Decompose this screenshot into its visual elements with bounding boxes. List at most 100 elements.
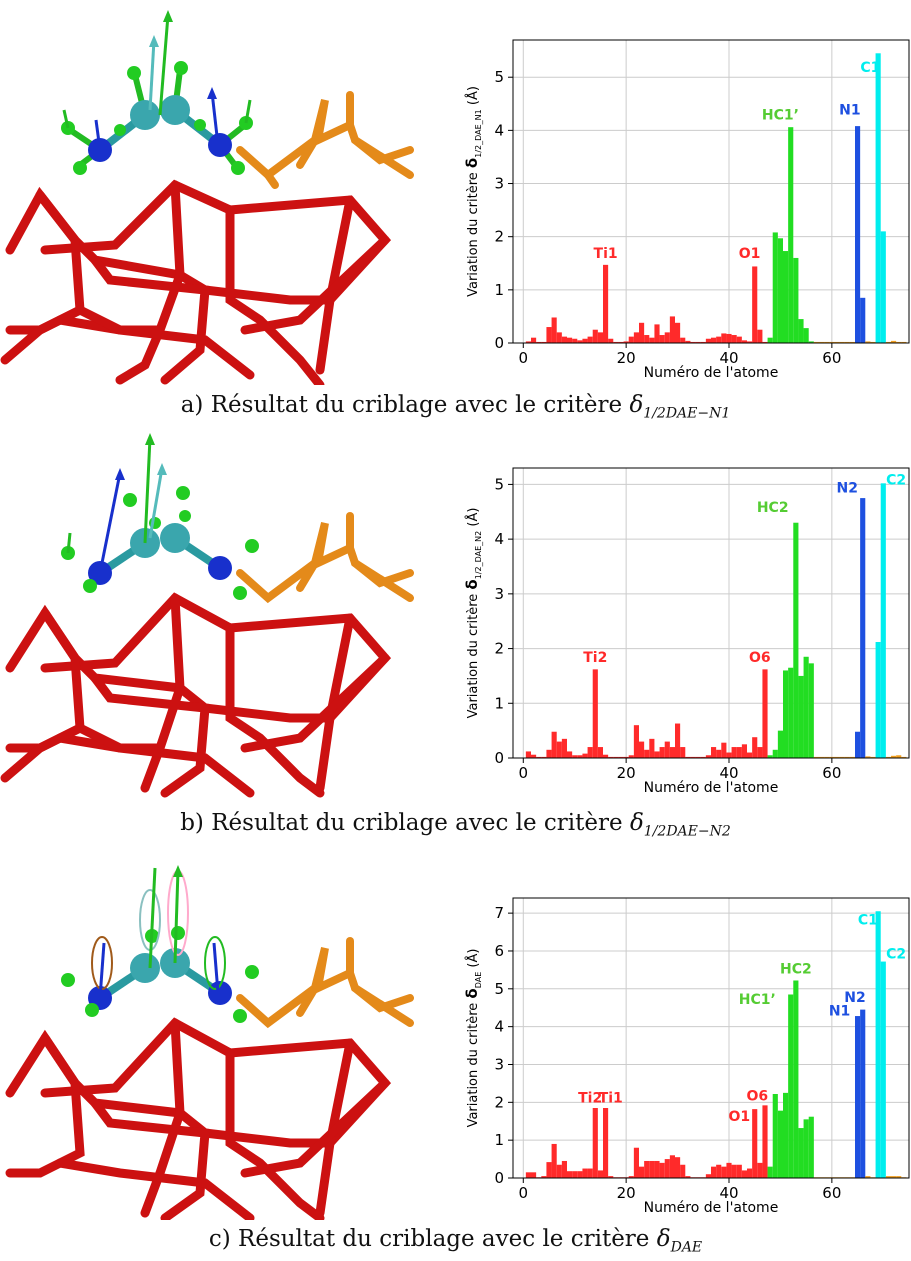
- bar: [669, 316, 675, 343]
- bar: [716, 336, 722, 343]
- caption-text: a) Résultat du criblage avec le critère: [180, 392, 630, 418]
- bar: [813, 341, 819, 343]
- bar: [885, 1176, 891, 1178]
- bar: [767, 337, 773, 343]
- bar: [567, 751, 573, 758]
- bar: [711, 1166, 717, 1178]
- bar: [741, 1170, 747, 1178]
- bar: [757, 1162, 763, 1178]
- bar: [855, 126, 861, 344]
- caption-symbol: δ: [656, 1226, 671, 1252]
- tio2-lattice: [0, 179, 392, 385]
- bar: [721, 333, 727, 343]
- bar: [551, 317, 557, 343]
- bar-annotation: N2: [837, 481, 858, 497]
- bar: [577, 340, 583, 343]
- bar: [844, 756, 850, 758]
- bar: [664, 332, 670, 343]
- bar: [685, 756, 691, 758]
- y-tick-label: 1: [494, 281, 504, 299]
- bar: [736, 747, 742, 758]
- bar: [731, 335, 737, 343]
- bar-annotation: C1: [858, 912, 878, 928]
- bar: [829, 756, 835, 758]
- bar: [659, 335, 665, 343]
- bar: [849, 341, 855, 343]
- bar: [628, 336, 634, 343]
- bar: [783, 670, 789, 758]
- bar: [561, 1160, 567, 1178]
- y-tick-label: 7: [494, 904, 504, 922]
- bar: [639, 741, 645, 758]
- molecule-render-c: [5, 865, 414, 1220]
- bar: [561, 336, 567, 343]
- bar: [808, 1116, 814, 1178]
- bar: [705, 1174, 711, 1178]
- bar-annotation: Ti2: [583, 650, 607, 666]
- y-tick-label: 2: [494, 1093, 504, 1111]
- bar: [824, 341, 830, 343]
- dae-molecule: [61, 10, 253, 175]
- bar: [798, 319, 804, 343]
- x-axis-label: Numéro de l'atome: [644, 1200, 779, 1216]
- x-tick-label: 40: [719, 349, 738, 367]
- bar: [592, 669, 598, 758]
- x-axis-label: Numéro de l'atome: [644, 365, 779, 381]
- y-tick-label: 2: [494, 640, 504, 658]
- bar: [623, 341, 629, 343]
- bar: [536, 756, 542, 758]
- panel-b: 0 20 40 60 0 1 2 3 4 5 Numéro de l'atome Variation …: [0, 428, 911, 858]
- bar: [572, 1171, 578, 1178]
- bar: [865, 756, 871, 758]
- y-tick-label: 1: [494, 694, 504, 712]
- caption-text: b) Résultat du criblage avec le critère: [180, 810, 630, 836]
- y-tick-label: 5: [494, 980, 504, 998]
- bar: [711, 747, 717, 758]
- ligand-orange: [236, 512, 414, 604]
- bar: [880, 231, 886, 343]
- bar: [901, 341, 907, 343]
- bar: [767, 1166, 773, 1178]
- ligand-orange: [236, 91, 414, 189]
- bar: [783, 251, 789, 343]
- bar-chart-c: 0 20 40 60 0 1 2 3 4 5 6 7 Numéro de l'atome Variatio…: [463, 897, 910, 1216]
- bar: [788, 994, 794, 1178]
- bar: [525, 751, 531, 758]
- bar: [531, 337, 537, 343]
- bar: [865, 1176, 871, 1178]
- bar-annotation: C1: [860, 60, 880, 76]
- bar: [541, 1176, 547, 1178]
- tio2-lattice: [0, 592, 392, 798]
- bar: [747, 341, 753, 343]
- bar: [525, 1172, 531, 1178]
- bar-annotation: HC2: [757, 500, 789, 516]
- bar: [685, 340, 691, 343]
- bar-annotation: O1: [728, 1109, 750, 1125]
- bar: [762, 669, 768, 758]
- caption-subscript: DAE: [670, 1239, 703, 1256]
- bar: [803, 328, 809, 343]
- bar: [644, 1160, 650, 1178]
- bar: [885, 756, 891, 758]
- bar: [834, 756, 840, 758]
- bar: [870, 756, 876, 758]
- bar: [777, 238, 783, 343]
- y-axis-label: Variation du critère δ1/2_DAE_N1 (Å): [463, 86, 483, 297]
- x-tick-label: 0: [519, 764, 529, 782]
- bar: [551, 1143, 557, 1178]
- panel-a: 0 20 40 60 0 1 2 3 4 5 Numéro de l'atome Variation …: [0, 0, 911, 428]
- bar: [772, 749, 778, 758]
- bar: [819, 341, 825, 343]
- bar: [855, 731, 861, 758]
- bar: [644, 335, 650, 343]
- bar: [783, 1092, 789, 1178]
- bar: [824, 756, 830, 758]
- bar: [747, 752, 753, 758]
- dae-molecule: [61, 865, 259, 1023]
- bar: [813, 756, 819, 758]
- y-axis-label: Variation du critère δDAE (Å): [463, 949, 483, 1128]
- plot-frame: [512, 39, 910, 344]
- x-tick-label: 20: [617, 349, 636, 367]
- bar: [587, 336, 593, 343]
- bar: [752, 737, 758, 758]
